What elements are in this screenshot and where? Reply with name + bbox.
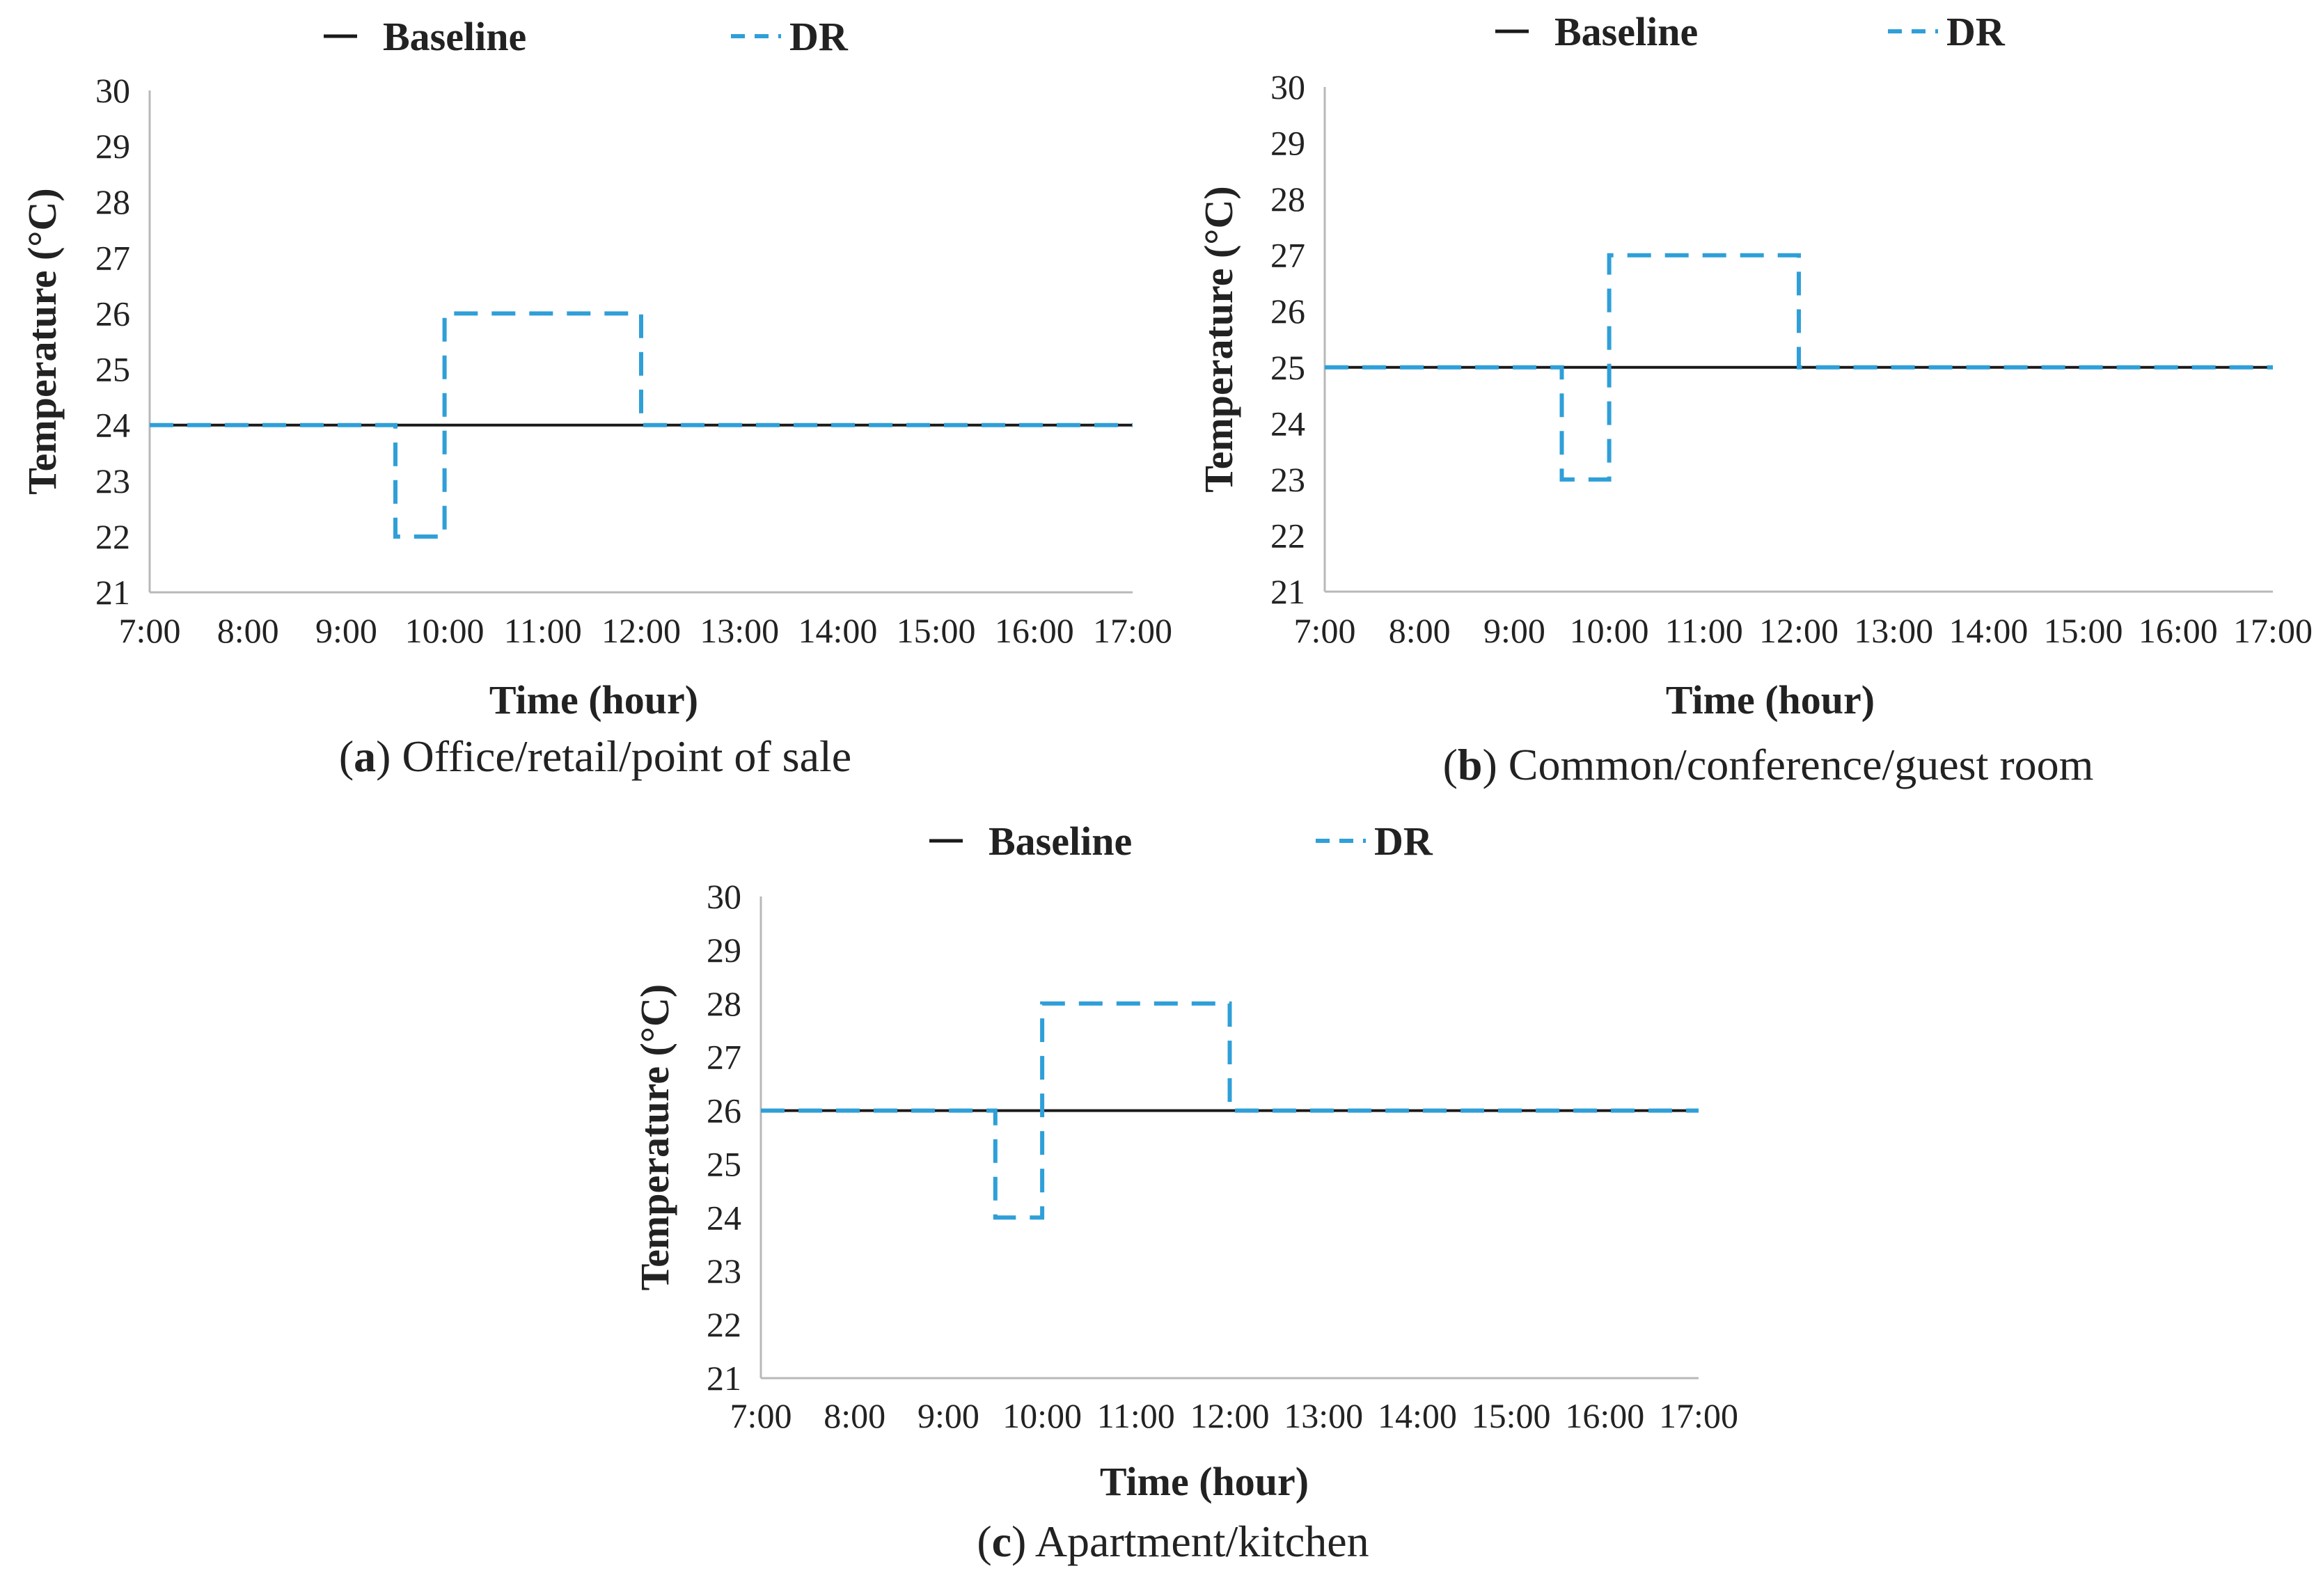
y-axis-title: Temperature (°C) bbox=[1196, 186, 1241, 492]
y-tick-label: 25 bbox=[707, 1144, 741, 1183]
x-tick-label: 8:00 bbox=[824, 1396, 885, 1435]
x-tick-label: 14:00 bbox=[1948, 611, 2028, 650]
y-axis-title: Temperature (°C) bbox=[632, 984, 677, 1290]
y-tick-label: 27 bbox=[1270, 236, 1305, 275]
y-tick-label: 24 bbox=[95, 406, 130, 445]
y-tick-label: 26 bbox=[1270, 292, 1305, 331]
x-tick-label: 11:00 bbox=[1665, 611, 1743, 650]
x-tick-label: 8:00 bbox=[1389, 611, 1451, 650]
x-tick-label: 13:00 bbox=[700, 611, 779, 650]
panel-caption: (a) Office/retail/point of sale bbox=[339, 732, 851, 781]
x-tick-label: 12:00 bbox=[1759, 611, 1838, 650]
panel-caption-text: ) Apartment/kitchen bbox=[1011, 1517, 1369, 1566]
y-tick-label: 22 bbox=[707, 1305, 741, 1344]
x-tick-label: 16:00 bbox=[995, 611, 1074, 650]
panel-caption-letter: b bbox=[1458, 740, 1483, 789]
y-tick-label: 28 bbox=[707, 984, 741, 1023]
chart-panel-c: 21 22 23 24 25 26 27 28 29 30 7:00 8:00 9:00 10:00 11:… bbox=[632, 819, 1738, 1566]
panel-caption-letter: a bbox=[354, 732, 376, 781]
x-tick-label: 17:00 bbox=[1659, 1396, 1738, 1435]
legend-dr-label: DR bbox=[1374, 819, 1433, 864]
legend-baseline-label: Baseline bbox=[383, 14, 526, 59]
legend-dr-label: DR bbox=[1946, 9, 2006, 54]
y-tick-label: 23 bbox=[707, 1251, 741, 1290]
y-tick-label: 21 bbox=[1270, 572, 1305, 611]
x-tick-label: 7:00 bbox=[119, 611, 181, 650]
y-tick-label: 25 bbox=[1270, 348, 1305, 387]
x-tick-label: 9:00 bbox=[918, 1396, 979, 1435]
x-tick-label: 15:00 bbox=[1472, 1396, 1551, 1435]
x-tick-label: 16:00 bbox=[1565, 1396, 1644, 1435]
dr-series-line bbox=[1325, 253, 2273, 482]
y-tick-label: 23 bbox=[1270, 460, 1305, 499]
y-tick-label: 28 bbox=[1270, 180, 1305, 219]
panel-caption-letter: c bbox=[992, 1517, 1011, 1566]
x-tick-label: 8:00 bbox=[217, 611, 279, 650]
y-tick-label: 28 bbox=[95, 182, 130, 221]
chart-legend: Baseline DR bbox=[1495, 9, 2006, 54]
x-tick-label: 9:00 bbox=[315, 611, 377, 650]
y-tick-label: 26 bbox=[95, 294, 130, 333]
dr-series-line bbox=[761, 1001, 1699, 1220]
x-tick-label: 14:00 bbox=[1378, 1396, 1457, 1435]
x-tick-label: 12:00 bbox=[1190, 1396, 1270, 1435]
x-tick-label: 15:00 bbox=[2044, 611, 2123, 650]
x-tick-label: 15:00 bbox=[897, 611, 976, 650]
x-tick-label: 11:00 bbox=[1097, 1396, 1175, 1435]
y-tick-label: 30 bbox=[707, 877, 741, 916]
panel-caption-text: ) Office/retail/point of sale bbox=[376, 732, 851, 781]
x-tick-label: 17:00 bbox=[2233, 611, 2313, 650]
y-tick-label: 22 bbox=[1270, 516, 1305, 555]
legend-dr-label: DR bbox=[789, 14, 849, 59]
x-tick-label: 10:00 bbox=[405, 611, 485, 650]
chart-legend: Baseline DR bbox=[324, 14, 849, 59]
x-tick-label: 13:00 bbox=[1284, 1396, 1363, 1435]
x-tick-label: 10:00 bbox=[1570, 611, 1649, 650]
panel-caption-text: ) Common/conference/guest room bbox=[1482, 740, 2093, 789]
y-axis-title: Temperature (°C) bbox=[19, 188, 65, 494]
legend-baseline-label: Baseline bbox=[989, 819, 1132, 864]
x-tick-label: 7:00 bbox=[1294, 611, 1356, 650]
y-tick-label: 30 bbox=[1270, 68, 1305, 106]
y-tick-label: 29 bbox=[1270, 124, 1305, 163]
dr-series-line bbox=[150, 311, 1133, 539]
legend-baseline-label: Baseline bbox=[1554, 9, 1698, 54]
x-tick-label: 12:00 bbox=[601, 611, 681, 650]
x-tick-label: 13:00 bbox=[1854, 611, 1933, 650]
x-tick-label: 9:00 bbox=[1483, 611, 1545, 650]
x-tick-label: 16:00 bbox=[2139, 611, 2218, 650]
y-tick-label: 26 bbox=[707, 1091, 741, 1130]
x-tick-label: 17:00 bbox=[1093, 611, 1172, 650]
chart-panel-a: 21 22 23 24 25 26 27 28 29 30 7:00 8:00 9:00 10:00 11:… bbox=[19, 14, 1172, 781]
y-tick-label: 21 bbox=[95, 573, 130, 612]
x-axis-title: Time (hour) bbox=[1666, 677, 1875, 722]
y-tick-label: 23 bbox=[95, 461, 130, 500]
y-tick-label: 29 bbox=[95, 127, 130, 166]
y-tick-label: 27 bbox=[95, 238, 130, 277]
y-tick-label: 22 bbox=[95, 517, 130, 556]
panel-caption: (b) Common/conference/guest room bbox=[1443, 740, 2094, 789]
y-tick-label: 27 bbox=[707, 1038, 741, 1077]
x-axis-title: Time (hour) bbox=[1100, 1459, 1309, 1504]
y-tick-label: 24 bbox=[1270, 404, 1305, 443]
x-axis-title: Time (hour) bbox=[489, 677, 698, 722]
x-tick-label: 11:00 bbox=[504, 611, 582, 650]
y-tick-label: 24 bbox=[707, 1198, 741, 1237]
x-tick-label: 14:00 bbox=[798, 611, 877, 650]
y-tick-label: 25 bbox=[95, 350, 130, 389]
chart-legend: Baseline DR bbox=[929, 819, 1433, 864]
panel-caption: (c) Apartment/kitchen bbox=[977, 1517, 1369, 1566]
chart-panel-b: 21 22 23 24 25 26 27 28 29 30 7:00 8:00 9:00 10:00 11:… bbox=[1196, 9, 2313, 789]
x-tick-label: 7:00 bbox=[730, 1396, 792, 1435]
x-tick-label: 10:00 bbox=[1002, 1396, 1082, 1435]
y-tick-label: 29 bbox=[707, 931, 741, 970]
y-tick-label: 21 bbox=[707, 1359, 741, 1398]
y-tick-label: 30 bbox=[95, 71, 130, 110]
